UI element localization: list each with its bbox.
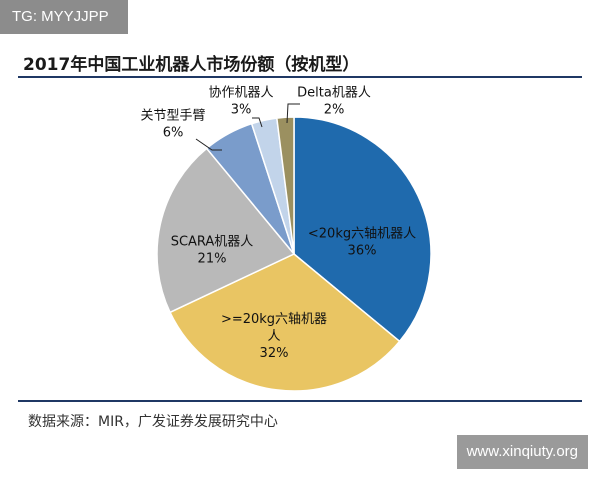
slice-label-5: Delta机器人 2% (297, 86, 371, 118)
watermark-bottom: www.xinqiuty.org (456, 435, 588, 469)
chart-title: 2017年中国工业机器人市场份额（按机型） (23, 55, 360, 75)
slice-label-4: 协作机器人 3% (208, 86, 273, 118)
watermark-top: TG: MYYJJPP (0, 0, 128, 34)
leader-line-5 (286, 103, 300, 124)
leader-line-3 (195, 138, 222, 151)
source-rule (18, 400, 582, 402)
pie-slice-0 (293, 116, 432, 343)
title-rule (18, 76, 582, 78)
slice-label-3: 关节型手臂 6% (140, 109, 205, 141)
leader-line-4 (252, 117, 263, 128)
slice-label-1: >=20kg六轴机器人 32% (221, 312, 327, 361)
pie-slice-5 (275, 116, 295, 255)
slice-label-0: <20kg六轴机器人 36% (308, 227, 416, 259)
slice-label-2: SCARA机器人 21% (171, 235, 254, 267)
pie-slice-1 (169, 253, 401, 392)
pie-slice-2 (156, 147, 296, 314)
source-note: 数据来源：MIR，广发证券发展研究中心 (28, 414, 278, 430)
